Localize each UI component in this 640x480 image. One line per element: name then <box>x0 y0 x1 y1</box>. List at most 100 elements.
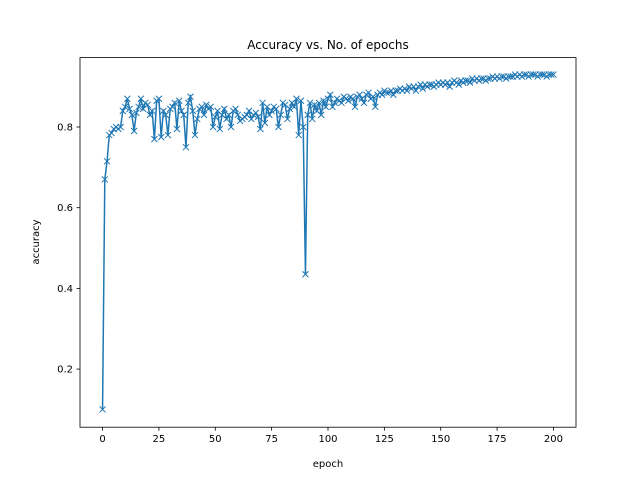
data-point <box>311 101 318 109</box>
data-point <box>507 73 514 80</box>
data-point <box>275 123 282 131</box>
data-point <box>207 103 215 111</box>
data-point <box>128 111 136 119</box>
y-tick-label: 0.8 <box>57 123 73 134</box>
data-point <box>268 107 275 115</box>
data-point <box>171 99 179 107</box>
data-point <box>320 97 327 105</box>
data-point <box>103 157 111 165</box>
data-point <box>290 103 298 111</box>
plot-area <box>99 71 557 413</box>
x-tick-label: 25 <box>153 434 166 445</box>
y-tick-label: 0.6 <box>57 203 73 214</box>
data-point <box>178 107 185 115</box>
data-point <box>484 75 492 82</box>
data-point <box>117 123 124 131</box>
data-point <box>123 95 131 103</box>
data-point <box>295 131 303 139</box>
data-point <box>498 73 505 80</box>
y-tick-label: 0.4 <box>57 284 73 295</box>
data-point <box>412 87 420 95</box>
data-point <box>173 125 181 133</box>
data-point <box>308 115 316 123</box>
data-point <box>356 91 363 99</box>
x-tick-label: 150 <box>431 434 450 445</box>
data-point <box>155 95 163 103</box>
data-point <box>209 123 217 131</box>
data-point <box>99 406 106 413</box>
data-point <box>293 95 300 103</box>
data-point <box>198 103 206 111</box>
data-point <box>144 101 151 109</box>
data-point <box>331 99 339 107</box>
data-point <box>135 103 142 111</box>
data-point <box>175 97 183 105</box>
data-point <box>266 111 273 119</box>
data-point <box>462 77 469 84</box>
data-point <box>383 89 390 97</box>
data-point <box>286 105 294 113</box>
data-point <box>371 103 379 111</box>
x-tick-label: 50 <box>209 434 222 445</box>
x-tick-label: 100 <box>318 434 337 445</box>
data-point <box>349 95 357 103</box>
data-point <box>252 109 260 117</box>
data-point <box>247 115 255 123</box>
data-point <box>369 93 377 101</box>
x-tick-label: 0 <box>99 434 105 445</box>
data-point <box>426 81 433 88</box>
data-point <box>317 111 325 119</box>
data-point <box>272 105 280 113</box>
y-axis-label: accuracy <box>31 219 42 264</box>
data-point <box>202 101 210 109</box>
data-point <box>455 81 463 88</box>
data-point <box>324 95 332 103</box>
data-point <box>446 83 454 91</box>
data-point <box>550 71 557 78</box>
data-point <box>130 127 138 135</box>
chart-title: Accuracy vs. No. of epochs <box>247 38 409 52</box>
data-point <box>254 113 262 121</box>
data-point <box>466 79 474 86</box>
x-axis-label: epoch <box>313 459 343 470</box>
data-point <box>200 111 208 119</box>
data-point <box>126 105 133 113</box>
data-point <box>322 103 330 111</box>
data-point <box>164 131 172 139</box>
data-point <box>297 97 305 105</box>
data-point <box>227 123 235 131</box>
data-point <box>220 105 228 113</box>
data-point <box>180 111 188 119</box>
data-point <box>378 91 386 99</box>
data-point <box>162 111 170 119</box>
y-tick-label: 0.2 <box>57 365 73 376</box>
data-point <box>146 111 154 119</box>
data-point <box>520 71 528 78</box>
x-tick-label: 125 <box>375 434 394 445</box>
data-point <box>302 270 309 278</box>
data-point <box>351 103 359 111</box>
data-point <box>257 125 264 133</box>
data-point <box>223 115 230 123</box>
data-point <box>191 131 199 139</box>
data-point <box>157 133 165 141</box>
x-tick-label: 75 <box>265 434 278 445</box>
data-point <box>232 105 239 113</box>
data-point <box>182 143 190 151</box>
data-point <box>189 107 197 115</box>
data-point <box>151 135 158 143</box>
data-point <box>216 125 224 133</box>
data-point <box>315 99 323 107</box>
x-tick-label: 175 <box>488 434 507 445</box>
data-point <box>360 99 368 107</box>
data-point <box>211 113 219 121</box>
data-point <box>326 91 334 99</box>
data-point <box>108 129 115 137</box>
data-point <box>529 71 537 78</box>
data-point <box>277 111 285 119</box>
data-point <box>261 119 269 127</box>
data-point <box>284 115 291 123</box>
data-point <box>306 99 314 107</box>
